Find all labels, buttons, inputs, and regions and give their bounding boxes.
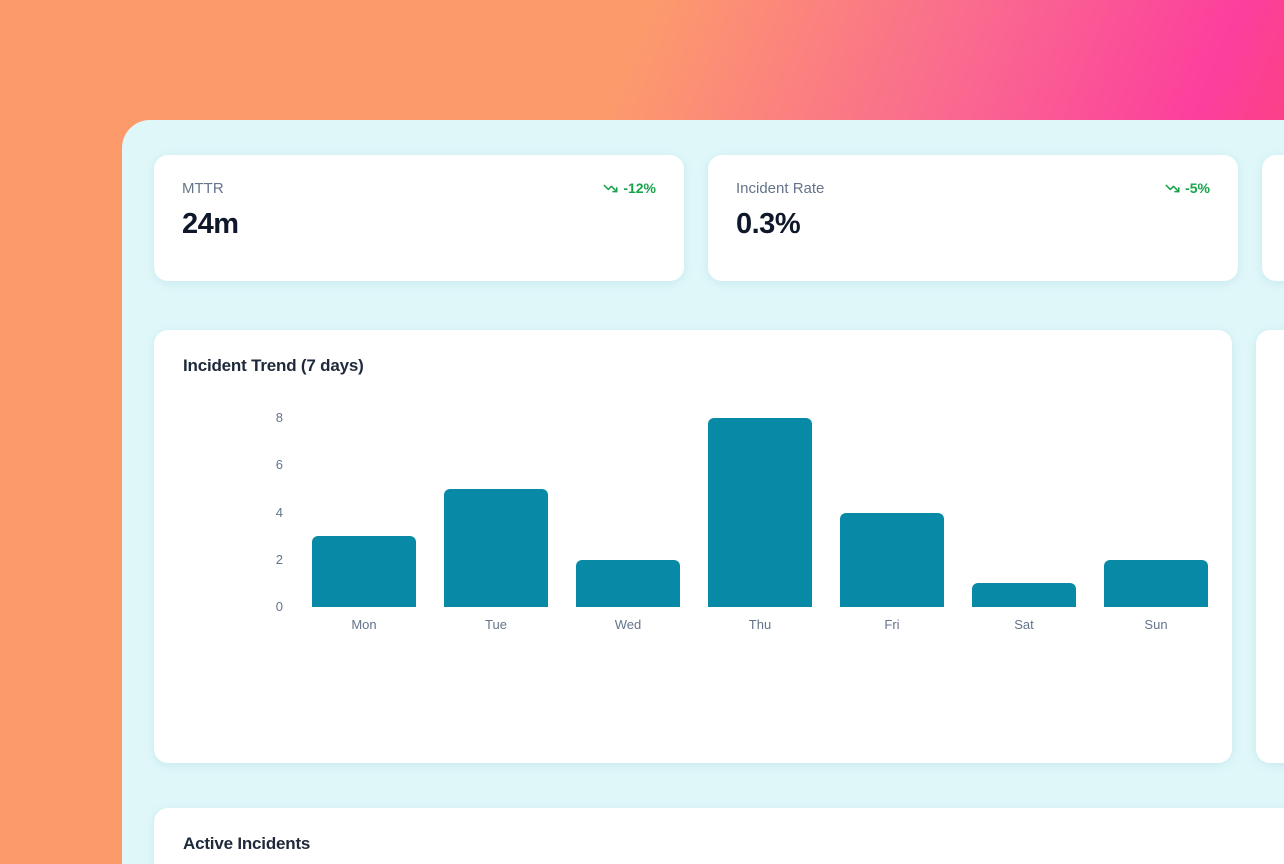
kpi-card-partial bbox=[1262, 155, 1284, 281]
incidents-row: Active Incidents bbox=[154, 808, 1284, 864]
kpi-change-value: -5% bbox=[1185, 180, 1210, 196]
dashboard-panel: MTTR -12% 24m Incident Rate bbox=[122, 120, 1284, 864]
bar-sun bbox=[1104, 559, 1208, 607]
bar-slot: Sun bbox=[1090, 418, 1222, 632]
y-axis-tick: 6 bbox=[275, 457, 283, 473]
chart-row: Incident Trend (7 days) 0 2 4 6 8 Mon Tue Wed T… bbox=[154, 330, 1284, 763]
kpi-card-incident-rate: Incident Rate -5% 0.3% bbox=[708, 155, 1238, 281]
x-axis-label: Thu bbox=[748, 617, 772, 632]
kpi-label: MTTR bbox=[182, 180, 224, 197]
bar-area bbox=[694, 418, 826, 607]
bar-slot: Sat bbox=[958, 418, 1090, 632]
bar-slot: Mon bbox=[298, 418, 430, 632]
incidents-title: Active Incidents bbox=[183, 834, 311, 853]
kpi-change-badge: -12% bbox=[603, 180, 656, 196]
bar-area bbox=[1090, 418, 1222, 607]
bar-wed bbox=[576, 559, 680, 607]
bar-area bbox=[430, 418, 562, 607]
kpi-value: 24m bbox=[182, 208, 239, 240]
x-axis-label: Tue bbox=[485, 617, 507, 632]
bar-slot: Thu bbox=[694, 418, 826, 632]
bar-area bbox=[826, 418, 958, 607]
bar-fri bbox=[840, 512, 944, 607]
incident-trend-bar-chart: 0 2 4 6 8 Mon Tue Wed Thu Fri Sat Sun bbox=[183, 388, 1208, 668]
y-axis-tick: 4 bbox=[275, 504, 283, 520]
active-incidents-card: Active Incidents bbox=[154, 808, 1284, 864]
kpi-card-mttr: MTTR -12% 24m bbox=[154, 155, 684, 281]
trending-down-icon bbox=[1165, 181, 1180, 196]
kpi-card-header: MTTR -12% bbox=[182, 180, 656, 197]
bar-area bbox=[562, 418, 694, 607]
kpi-row: MTTR -12% 24m Incident Rate bbox=[154, 155, 1284, 281]
chart-y-axis: 0 2 4 6 8 bbox=[183, 410, 283, 614]
bar-tue bbox=[444, 488, 548, 607]
y-axis-tick: 0 bbox=[275, 599, 283, 614]
bar-area bbox=[958, 418, 1090, 607]
x-axis-label: Sat bbox=[1014, 617, 1034, 632]
x-axis-label: Mon bbox=[351, 617, 377, 632]
chart-bars: Mon Tue Wed Thu Fri Sat Sun bbox=[298, 418, 1222, 632]
kpi-card-header: Incident Rate -5% bbox=[736, 180, 1210, 197]
x-axis-label: Sun bbox=[1144, 617, 1168, 632]
side-card-partial bbox=[1256, 330, 1284, 763]
x-axis-label: Fri bbox=[884, 617, 900, 632]
bar-slot: Tue bbox=[430, 418, 562, 632]
bar-mon bbox=[312, 536, 416, 607]
chart-title: Incident Trend (7 days) bbox=[183, 356, 364, 375]
y-axis-tick: 8 bbox=[275, 410, 283, 425]
bar-slot: Fri bbox=[826, 418, 958, 632]
bar-sat bbox=[972, 583, 1076, 607]
y-axis-tick: 2 bbox=[275, 551, 283, 567]
kpi-change-value: -12% bbox=[623, 180, 656, 196]
trending-down-icon bbox=[603, 181, 618, 196]
bar-area bbox=[298, 418, 430, 607]
incident-trend-card: Incident Trend (7 days) 0 2 4 6 8 Mon Tue Wed T… bbox=[154, 330, 1232, 763]
kpi-label: Incident Rate bbox=[736, 180, 825, 197]
bar-thu bbox=[708, 418, 812, 607]
bar-slot: Wed bbox=[562, 418, 694, 632]
x-axis-label: Wed bbox=[614, 617, 642, 632]
kpi-change-badge: -5% bbox=[1165, 180, 1210, 196]
kpi-value: 0.3% bbox=[736, 208, 801, 240]
